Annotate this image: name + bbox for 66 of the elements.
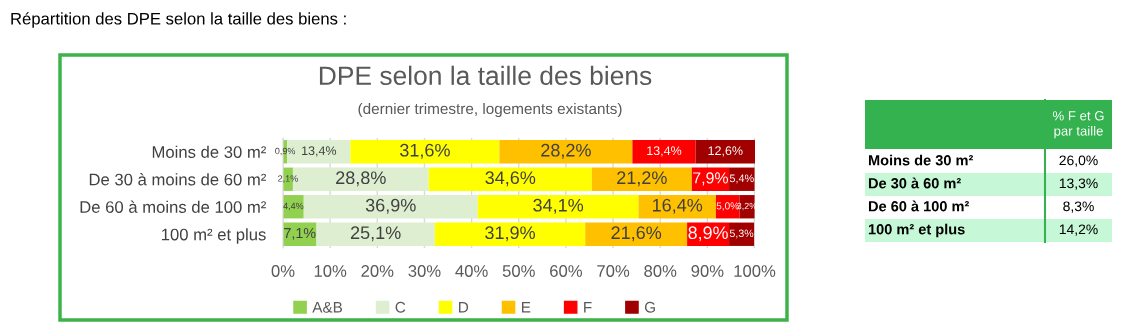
bar xyxy=(499,140,633,164)
y-tick-label: De 60 à moins de 100 m² xyxy=(80,200,267,213)
category-label: De 30 à 60 m² xyxy=(868,177,961,189)
data-label: 34,1% xyxy=(533,198,584,214)
data-label: 7,9% xyxy=(693,172,729,186)
y-tick-label: Moins de 30 m² xyxy=(152,145,267,158)
category-label: 100 m² et plus xyxy=(868,223,965,238)
data-label: 21,6% xyxy=(611,226,662,242)
legend-label: F xyxy=(584,301,592,313)
x-tick-label: 0% xyxy=(271,265,295,277)
data-label: 25,1% xyxy=(350,226,401,242)
legend-label: D xyxy=(459,301,469,313)
data-label: 28,8% xyxy=(336,171,386,187)
text: 13,3% xyxy=(1059,178,1098,190)
bar xyxy=(585,222,688,246)
x-tick-label: 60% xyxy=(550,265,582,277)
bar xyxy=(695,140,755,164)
bar xyxy=(434,222,586,246)
data-label: 16,4% xyxy=(652,198,703,214)
chart-title: DPE selon la taille des biens xyxy=(319,65,652,86)
data-label: 34,6% xyxy=(485,171,536,187)
data-label: 21,2% xyxy=(617,171,667,187)
bar xyxy=(729,167,755,191)
data-label: 4,4% xyxy=(283,202,304,211)
data-label: 13,4% xyxy=(302,146,337,157)
bar xyxy=(477,195,639,219)
bar xyxy=(316,222,435,246)
bar xyxy=(591,167,692,191)
text: 14,2% xyxy=(1059,224,1098,236)
category-label: Moins de 30 m² xyxy=(868,154,974,166)
data-label: 5,4% xyxy=(729,174,754,184)
y-tick-label: De 30 à moins de 60 m² xyxy=(89,173,267,186)
bar xyxy=(729,222,755,246)
y-tick-label: 100 m² et plus xyxy=(162,228,266,244)
text: Répartition des DPE selon la taille des biens : xyxy=(11,12,346,28)
data-label: 36,9% xyxy=(365,198,416,214)
text: % F et G par taille xyxy=(1052,111,1104,139)
bar xyxy=(303,195,478,219)
text: 8,3% xyxy=(1063,201,1094,213)
bar xyxy=(350,140,500,164)
x-tick-label: 70% xyxy=(597,265,630,277)
data-label: 7,1% xyxy=(284,228,316,240)
chart-subtitle: (dernier trimestre, logements existants) xyxy=(358,102,622,118)
x-tick-label: 80% xyxy=(644,265,677,277)
text: 26,0% xyxy=(1059,155,1098,167)
x-tick-label: 30% xyxy=(408,265,441,277)
bar xyxy=(632,140,696,164)
bar xyxy=(428,167,592,191)
x-tick-label: 40% xyxy=(455,265,488,277)
data-label: 5,3% xyxy=(729,229,754,239)
x-tick-label: 10% xyxy=(314,265,347,277)
x-tick-label: 50% xyxy=(502,265,535,277)
legend-label: A&B xyxy=(312,301,343,313)
data-label: 8,9% xyxy=(688,226,728,242)
x-tick-label: 100% xyxy=(734,265,776,277)
x-tick-label: 20% xyxy=(361,265,394,277)
data-label: 12,6% xyxy=(708,146,743,157)
data-label: 28,2% xyxy=(541,143,591,159)
data-label: 31,6% xyxy=(400,143,450,159)
legend-label: C xyxy=(395,301,406,313)
legend-label: G xyxy=(644,301,655,313)
legend-label: E xyxy=(522,301,531,313)
x-tick-label: 90% xyxy=(691,265,724,277)
data-label: 13,4% xyxy=(647,146,682,157)
data-label: 31,9% xyxy=(485,226,535,242)
category-label: De 60 à 100 m² xyxy=(868,200,970,212)
